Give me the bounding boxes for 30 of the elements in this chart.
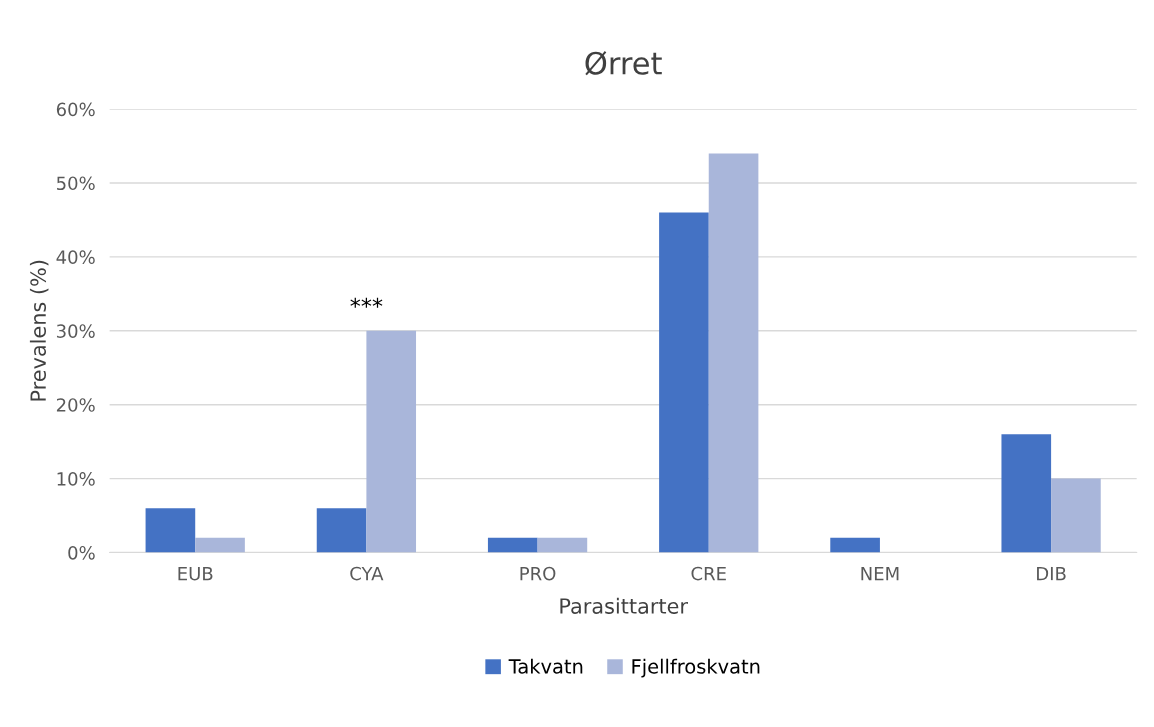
bar (537, 537, 588, 553)
chart-title: Ørret (585, 51, 662, 76)
bar (145, 508, 196, 553)
bar (659, 212, 709, 553)
x-tick-label: EUB (178, 566, 213, 581)
bar (195, 537, 245, 553)
bar (366, 330, 417, 553)
x-tick-label: NEM (861, 566, 899, 581)
annotation: *** (350, 297, 383, 308)
y-tick-label: 30% (56, 324, 95, 338)
x-tick-label: PRO (520, 566, 556, 581)
y-axis-title: Prevalens (%) (29, 260, 49, 401)
y-tick-label: 60% (56, 102, 95, 117)
y-tick-label: 20% (56, 398, 95, 412)
x-tick-label: CRE (691, 566, 726, 581)
x-tick-label: DIB (1037, 566, 1066, 581)
bar (1051, 478, 1101, 553)
bar (316, 508, 367, 553)
y-tick-label: 10% (57, 472, 95, 486)
y-tick-label: 50% (57, 176, 95, 191)
legend-label: Takvatn (508, 658, 583, 674)
bar (830, 537, 880, 553)
y-tick-label: 40% (56, 250, 95, 264)
x-axis-title: Parasittarter (560, 597, 688, 614)
x-tick-label: CYA (350, 566, 384, 581)
bar (1001, 434, 1052, 553)
y-tick-label: 0% (68, 545, 95, 560)
legend-label: Fjellfroskvatn (632, 658, 760, 678)
bar (487, 537, 538, 553)
bar (708, 153, 759, 553)
